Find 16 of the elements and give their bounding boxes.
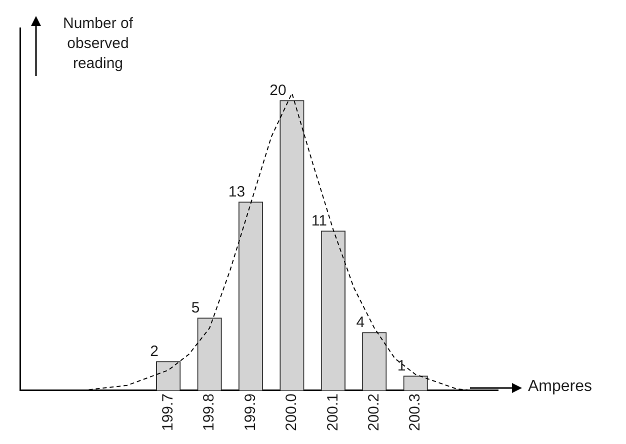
data-label: 2 <box>150 343 159 360</box>
data-label: 1 <box>397 358 406 375</box>
x-tick-label: 199.9 <box>242 393 259 432</box>
y-axis-title: Number of observed reading <box>62 14 134 74</box>
data-label: 4 <box>356 314 365 332</box>
x-tick-label: 199.8 <box>200 393 218 432</box>
data-label: 5 <box>191 300 200 317</box>
x-tick-label: 200.1 <box>324 393 342 432</box>
x-tick-label: 199.7 <box>159 393 176 432</box>
data-label: 13 <box>228 184 246 201</box>
x-axis-title: Amperes <box>528 378 592 396</box>
x-tick-label: 200.2 <box>366 393 383 432</box>
data-label: 11 <box>311 212 327 230</box>
data-label: 20 <box>270 82 286 100</box>
x-tick-label: 200.3 <box>406 393 424 432</box>
x-tick-label: 200.0 <box>283 393 300 432</box>
